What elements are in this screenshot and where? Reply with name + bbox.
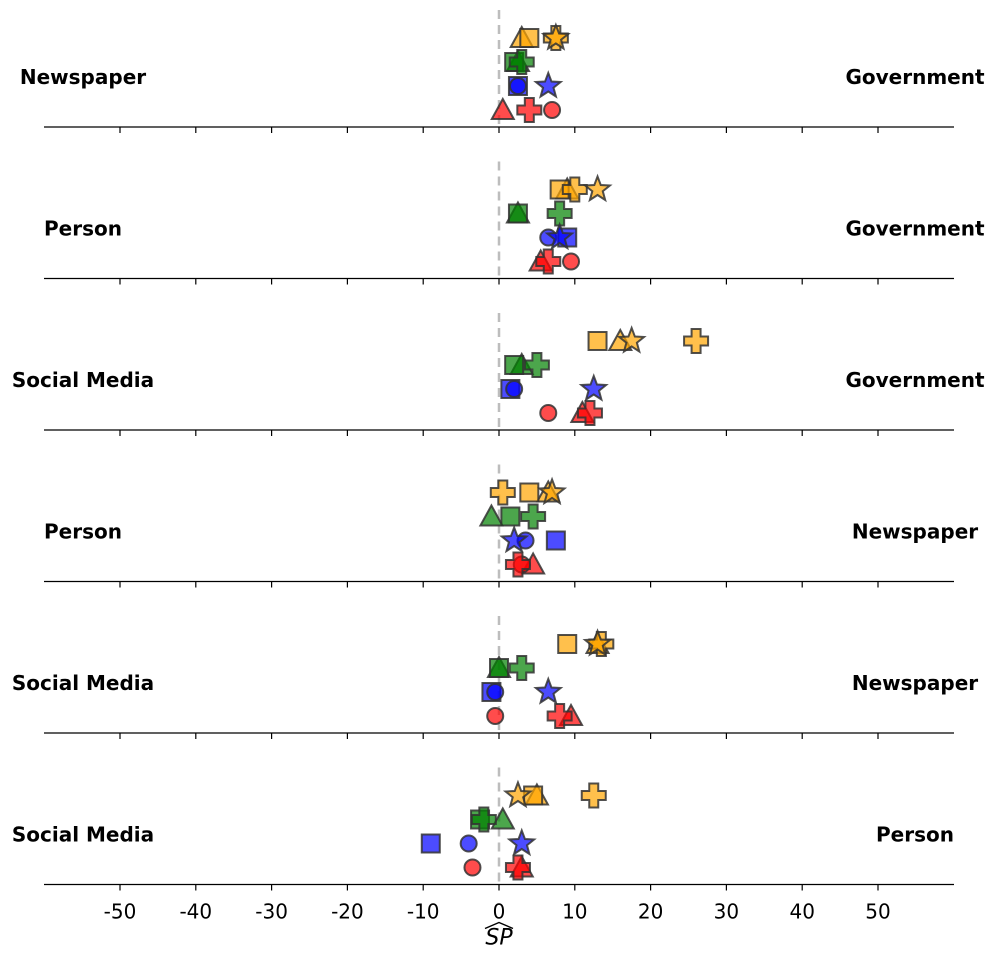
data-point-blue-star [506,827,537,857]
panel-right-label: Government [845,217,985,241]
data-point-orange-star [582,628,613,657]
data-point-blue-star [533,676,564,705]
data-point-green-triangle [490,806,516,830]
x-tick-label: -20 [331,900,364,924]
x-tick-label: 40 [789,900,814,924]
x-tick-label: -30 [255,900,288,924]
data-point-blue-star [499,524,530,554]
data-point-blue-square [420,833,441,854]
x-tick-label: 10 [562,900,587,924]
data-point-red-plus [504,551,531,578]
data-point-red-circle [486,707,505,725]
x-tick-label: -50 [104,900,137,924]
data-point-green-plus [523,352,550,378]
data-point-red-plus [546,703,573,729]
data-point-red-circle [539,404,558,422]
x-tick-label: 20 [638,900,663,924]
data-point-orange-square [519,482,540,503]
panel-left-label: Social Media [12,823,154,847]
panel-right-label: Government [845,368,985,392]
data-point-red-plus [576,400,603,426]
x-tick-label: -40 [179,900,212,924]
data-point-red-plus [535,248,562,275]
data-point-blue-square [545,530,566,551]
panel-right-label: Government [845,65,985,89]
data-point-green-plus [520,503,547,530]
data-point-green-square [504,355,525,375]
data-point-orange-plus [561,176,588,203]
data-point-red-circle [463,858,482,877]
x-tick-label: 50 [865,900,890,924]
data-point-orange-square [519,28,540,48]
data-point-green-square [489,658,509,678]
x-axis-label-hat [484,921,514,930]
x-tick-label: 0 [493,900,506,924]
panel-left-label: Social Media [12,368,154,392]
data-point-red-plus [516,97,543,123]
panel-right-label: Newspaper [852,671,978,695]
data-point-red-circle [562,252,581,271]
data-point-blue-star [533,70,564,99]
data-point-orange-plus [683,328,710,354]
panel-4: Person Newspaper [44,464,978,588]
data-point-green-plus [470,806,497,833]
panel-left-label: Newspaper [20,65,146,89]
panel-left-label: Person [44,520,122,544]
data-point-orange-square [557,634,578,654]
panel-left-label: Person [44,217,122,241]
x-tick-label: 30 [714,900,739,924]
x-tick-label: -10 [407,900,440,924]
panel-left-label: Social Media [12,671,154,695]
data-point-green-square [500,506,521,527]
data-point-green-plus [508,655,535,681]
panel-right-label: Person [876,823,954,847]
data-point-orange-star [540,22,571,51]
data-point-orange-plus [580,782,607,809]
panel-5: Social Media Newspaper [12,616,978,739]
data-point-blue-star [544,221,575,251]
panel-6: Social Media Person [12,767,954,891]
data-point-orange-square [587,331,608,351]
data-point-blue-circle [508,77,527,95]
data-point-orange-star [582,173,613,203]
data-point-red-plus [504,854,531,881]
data-point-orange-star [502,779,533,809]
data-point-blue-circle [459,834,478,853]
data-point-green-square [507,203,528,224]
x-axis-label: SP [485,926,513,951]
data-point-blue-circle [486,683,505,701]
panel-right-label: Newspaper [852,520,978,544]
data-point-orange-star [537,476,568,506]
data-point-green-plus [508,49,535,75]
data-point-blue-star [578,373,609,402]
data-point-green-plus [546,200,573,227]
data-point-blue-circle [505,380,524,398]
panel-3: Social Media Government [12,313,985,436]
data-point-orange-star [616,325,647,354]
panel-2: Person Government [44,161,985,285]
data-point-green-triangle [478,503,505,527]
data-point-orange-plus [489,479,516,506]
data-point-red-circle [543,101,562,119]
panel-1: Newspaper Government [20,10,985,133]
data-point-red-triangle [490,96,516,120]
